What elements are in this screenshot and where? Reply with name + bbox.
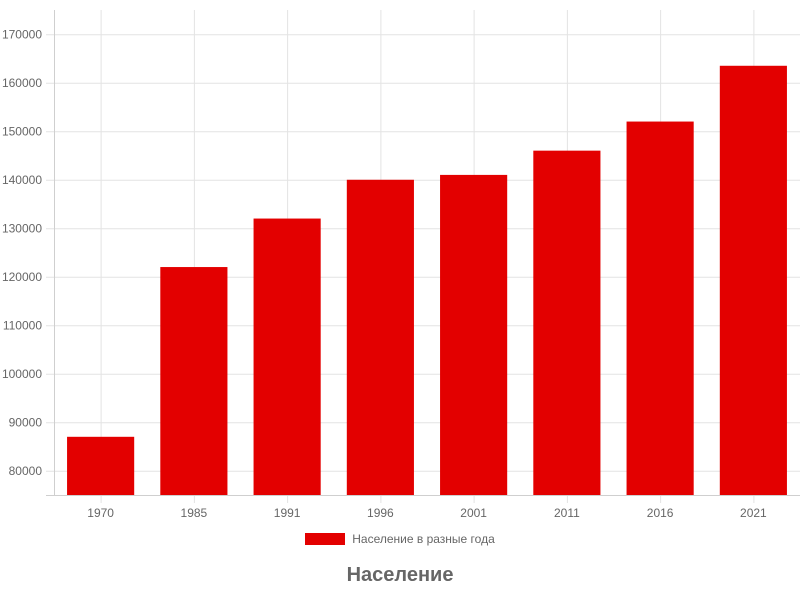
bar-1985 — [160, 267, 228, 495]
bar-1991 — [253, 218, 321, 496]
x-tick-label: 2021 — [740, 506, 767, 520]
y-tick-label: 140000 — [2, 173, 42, 187]
bar-2016 — [626, 121, 694, 496]
x-tick-label: 1991 — [274, 506, 301, 520]
chart-title: Население — [346, 564, 454, 586]
y-tick-label: 150000 — [2, 124, 42, 138]
x-tick-label: 1996 — [367, 506, 394, 520]
y-tick-label: 170000 — [2, 27, 42, 41]
bar-2021 — [719, 65, 787, 496]
axes: 80000 90000 100000 110000 120000 130000 140000… — [2, 10, 800, 520]
legend[interactable]: Население в разные года — [0, 529, 800, 549]
y-tick-label: 130000 — [2, 221, 42, 235]
x-tick-label: 2016 — [647, 506, 674, 520]
legend-label: Население в разные года — [352, 532, 495, 546]
y-tick-label: 160000 — [2, 76, 42, 90]
x-tick-label: 1985 — [181, 506, 208, 520]
x-tick-label: 1970 — [87, 506, 114, 520]
bar-2001 — [440, 174, 508, 495]
bar-2011 — [533, 150, 601, 495]
y-tick-label: 100000 — [2, 367, 42, 381]
y-tick-label: 110000 — [3, 318, 42, 332]
legend-swatch — [305, 533, 346, 545]
bar-1996 — [346, 179, 414, 495]
y-tick-label: 120000 — [2, 270, 42, 284]
y-tick-label: 90000 — [9, 415, 43, 429]
y-tick-label: 80000 — [9, 464, 43, 478]
bars-group — [67, 65, 787, 496]
x-tick-label: 2001 — [460, 506, 487, 520]
bar-1970 — [67, 436, 135, 495]
x-tick-label: 2011 — [554, 506, 580, 520]
